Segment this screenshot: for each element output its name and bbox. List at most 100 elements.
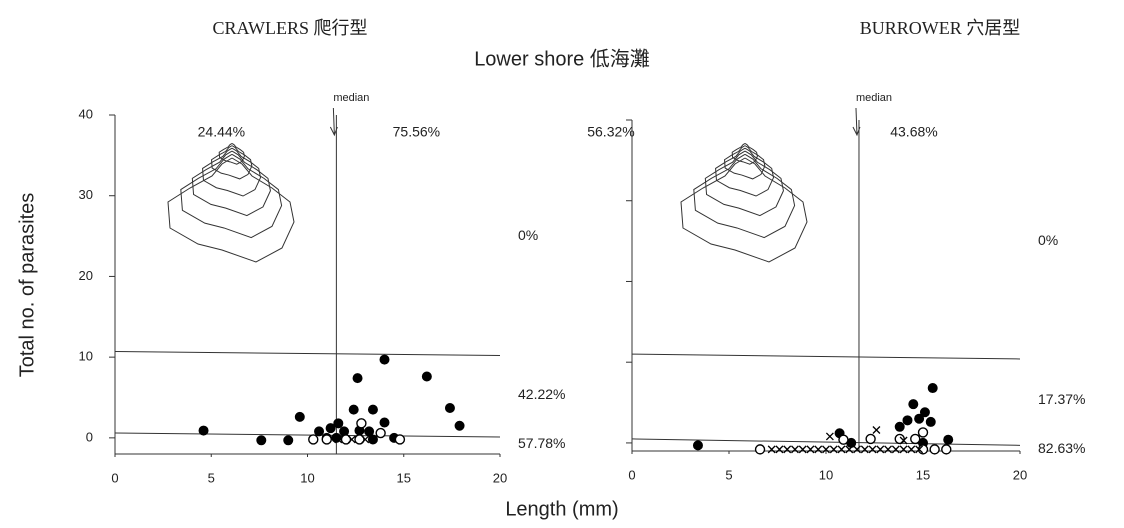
figure-title: Lower shore 低海灘	[474, 47, 650, 70]
filled-point	[352, 373, 363, 384]
x-tick-label: 20	[1013, 467, 1027, 482]
cross-point	[822, 445, 830, 454]
filled-point	[692, 440, 703, 451]
cross-point	[884, 445, 893, 454]
filled-point	[943, 434, 954, 445]
filled-point	[364, 426, 375, 437]
cross-point	[775, 445, 784, 454]
open-point	[838, 434, 849, 445]
open-point	[910, 433, 921, 445]
x-tick-label: 20	[493, 470, 507, 485]
cross-point	[860, 445, 869, 454]
y-tick-label: 30	[79, 187, 93, 202]
open-point	[865, 433, 876, 445]
y-tick-label: 40	[79, 106, 93, 121]
median-arrow	[852, 107, 861, 137]
median-arrow	[329, 107, 338, 137]
zone-label: 82.63%	[1038, 440, 1085, 456]
x-tick-label: 15	[397, 470, 411, 485]
x-tick-label: 0	[111, 470, 118, 485]
x-tick-label: 15	[916, 467, 930, 482]
open-point	[375, 427, 386, 439]
cross-point	[899, 436, 908, 445]
filled-point	[379, 354, 390, 365]
filled-point	[367, 434, 378, 445]
panel-title: CRAWLERS 爬行型	[212, 18, 367, 38]
cross-point	[814, 445, 823, 454]
open-point	[929, 444, 940, 455]
cross-point	[825, 432, 834, 441]
filled-point	[421, 371, 432, 382]
filled-point	[367, 404, 378, 415]
shell-contour	[202, 147, 262, 197]
filled-point	[198, 425, 209, 436]
filled-point	[444, 402, 455, 413]
cross-point	[837, 445, 846, 454]
shell-contour	[680, 157, 808, 263]
filled-point	[894, 421, 905, 432]
cross-point	[334, 435, 343, 444]
cross-point	[845, 445, 854, 454]
threshold-line	[631, 353, 1021, 360]
threshold-line	[114, 432, 501, 438]
left-percent: 24.44%	[198, 124, 245, 140]
cross-point	[347, 435, 356, 444]
filled-point	[902, 415, 913, 426]
zone-label: 57.78%	[518, 435, 565, 451]
cross-point	[798, 445, 807, 454]
filled-point	[454, 420, 465, 431]
median-label: median	[333, 92, 369, 104]
cross-point	[853, 445, 861, 454]
open-point	[894, 433, 905, 445]
y-axis-label: Total no. of parasites	[16, 193, 38, 378]
cross-point	[806, 445, 815, 454]
open-point	[941, 444, 952, 455]
cross-point	[872, 426, 881, 434]
filled-point	[379, 417, 390, 428]
shell-contour	[715, 147, 775, 197]
open-point	[356, 418, 367, 429]
zone-label: 17.37%	[1038, 391, 1085, 407]
filled-point	[348, 404, 359, 415]
threshold-line	[631, 438, 1021, 446]
x-axis-label: Length (mm)	[505, 498, 618, 520]
cross-point	[767, 445, 776, 454]
panel-title: BURROWER 穴居型	[860, 18, 1021, 38]
right-percent: 75.56%	[393, 124, 440, 140]
filled-point	[283, 435, 294, 446]
x-tick-label: 5	[725, 467, 732, 482]
open-point	[321, 434, 332, 445]
x-tick-label: 10	[819, 467, 833, 482]
filled-point	[908, 399, 919, 410]
filled-point	[919, 407, 930, 418]
filled-point	[314, 426, 325, 437]
x-tick-label: 10	[300, 470, 314, 485]
filled-point	[333, 418, 344, 429]
cross-point	[899, 445, 908, 454]
y-tick-label: 0	[86, 429, 93, 444]
zone-label: 0%	[1038, 232, 1058, 248]
cross-point	[907, 445, 916, 454]
open-point	[394, 434, 406, 445]
cross-point	[915, 445, 924, 454]
y-tick-label: 20	[79, 268, 93, 283]
filled-point	[325, 423, 336, 434]
shell-contour	[191, 150, 271, 217]
shell-contour	[723, 145, 766, 180]
filled-point	[256, 435, 267, 446]
cross-point	[829, 445, 838, 454]
shell-contour	[167, 157, 295, 263]
shell-contour	[731, 143, 758, 165]
cross-point	[891, 445, 900, 454]
cross-point	[783, 445, 792, 454]
shell-contour	[704, 150, 784, 217]
open-point	[354, 434, 365, 445]
shell-contour	[180, 153, 283, 239]
threshold-line	[114, 350, 501, 357]
open-point	[340, 434, 352, 445]
cross-point	[876, 445, 885, 454]
filled-point	[914, 413, 925, 424]
filled-point	[294, 411, 305, 422]
zone-label: 0%	[518, 227, 538, 243]
